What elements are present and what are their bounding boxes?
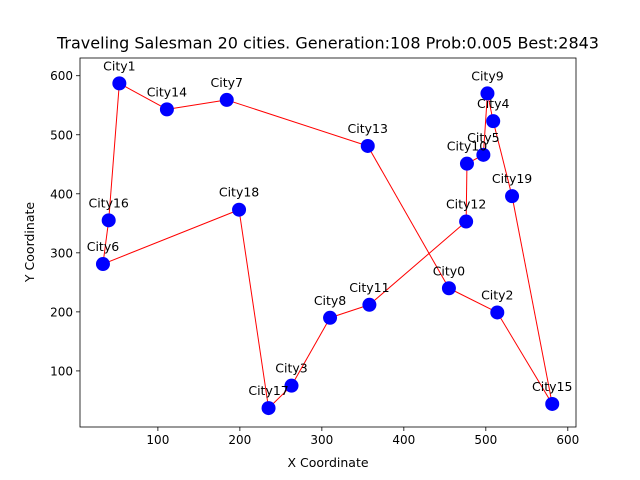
city-marker-city18	[232, 202, 247, 217]
route-segment-City15-City19	[511, 196, 553, 405]
plot-area: 100 200 300 400 500 600 100 200 300 400 500 600 City…	[50, 57, 579, 447]
city-marker-city17	[261, 401, 276, 416]
route-segment-City14-City7	[166, 99, 227, 110]
city-label-city6: City6	[87, 239, 119, 254]
city-marker-city0	[441, 281, 456, 296]
city-marker-city12	[459, 214, 474, 229]
city-label-city1: City1	[103, 58, 135, 73]
city-label-city18: City18	[219, 185, 259, 200]
y-tick-label-200: 200	[50, 305, 73, 319]
city-marker-city6	[95, 257, 110, 272]
city-marker-city5	[476, 147, 491, 162]
city-label-city15: City15	[532, 379, 572, 394]
city-label-city2: City2	[481, 287, 513, 302]
city-label-city17: City17	[248, 383, 288, 398]
city-marker-city1	[112, 76, 127, 91]
y-tick-label-100: 100	[50, 364, 73, 378]
city-marker-city3	[284, 378, 299, 393]
plot-frame	[79, 57, 577, 428]
city-label-city0: City0	[433, 263, 465, 278]
city-label-city7: City7	[211, 75, 243, 90]
city-marker-city19	[505, 189, 520, 204]
route-segment-City12-City11	[369, 221, 467, 306]
city-label-city16: City16	[88, 195, 128, 210]
route-segment-City18-City6	[102, 209, 240, 265]
city-label-city8: City8	[314, 293, 346, 308]
x-tick-label-500: 500	[474, 433, 497, 447]
route-segment-City0-City2	[448, 287, 498, 313]
city-label-city4: City4	[477, 96, 509, 111]
city-label-city11: City11	[349, 280, 389, 295]
city-marker-city10	[459, 156, 474, 171]
city-marker-city7	[219, 92, 234, 107]
y-tick-label-300: 300	[50, 246, 73, 260]
route-segment-City10-City12	[465, 163, 468, 222]
city-marker-city15	[545, 396, 560, 411]
city-marker-city11	[362, 297, 377, 312]
city-marker-city2	[490, 305, 505, 320]
y-tick-label-600: 600	[50, 69, 73, 83]
city-label-city14: City14	[147, 84, 187, 99]
city-marker-city16	[101, 213, 116, 228]
route-segment-City17-City18	[238, 209, 270, 409]
x-tick-label-400: 400	[392, 433, 415, 447]
route-segment-City6-City16	[102, 220, 110, 265]
x-tick-label-200: 200	[228, 433, 251, 447]
x-tick-label-300: 300	[310, 433, 333, 447]
city-label-city10: City10	[447, 139, 487, 154]
y-tick-label-500: 500	[50, 128, 73, 142]
city-label-city19: City19	[492, 171, 532, 186]
city-label-city5: City5	[467, 130, 499, 145]
city-marker-city4	[486, 114, 501, 129]
city-label-city3: City3	[275, 361, 307, 376]
city-marker-city14	[159, 102, 174, 117]
city-label-city13: City13	[348, 121, 388, 136]
x-tick-label-100: 100	[146, 433, 169, 447]
x-axis-label: X Coordinate	[287, 455, 368, 470]
city-label-city9: City9	[471, 68, 503, 83]
city-marker-city13	[360, 138, 375, 153]
y-tick-label-400: 400	[50, 187, 73, 201]
route-segment-City16-City1	[108, 83, 120, 221]
x-tick-label-600: 600	[556, 433, 579, 447]
route-segment-City2-City15	[496, 312, 553, 405]
chart-title: Traveling Salesman 20 cities. Generation…	[56, 34, 599, 53]
y-axis-label: Y Coordinate	[22, 202, 37, 283]
city-label-city12: City12	[446, 197, 486, 212]
route-segment-City19-City4	[492, 121, 513, 197]
route-segment-City7-City13	[226, 99, 368, 147]
route-segment-City9-City5	[482, 93, 488, 155]
city-marker-city9	[480, 86, 495, 101]
route-segment-City8-City3	[291, 317, 331, 386]
route-segment-City13-City0	[367, 145, 450, 289]
city-marker-city8	[323, 310, 338, 325]
route-segment-City1-City14	[119, 82, 168, 110]
